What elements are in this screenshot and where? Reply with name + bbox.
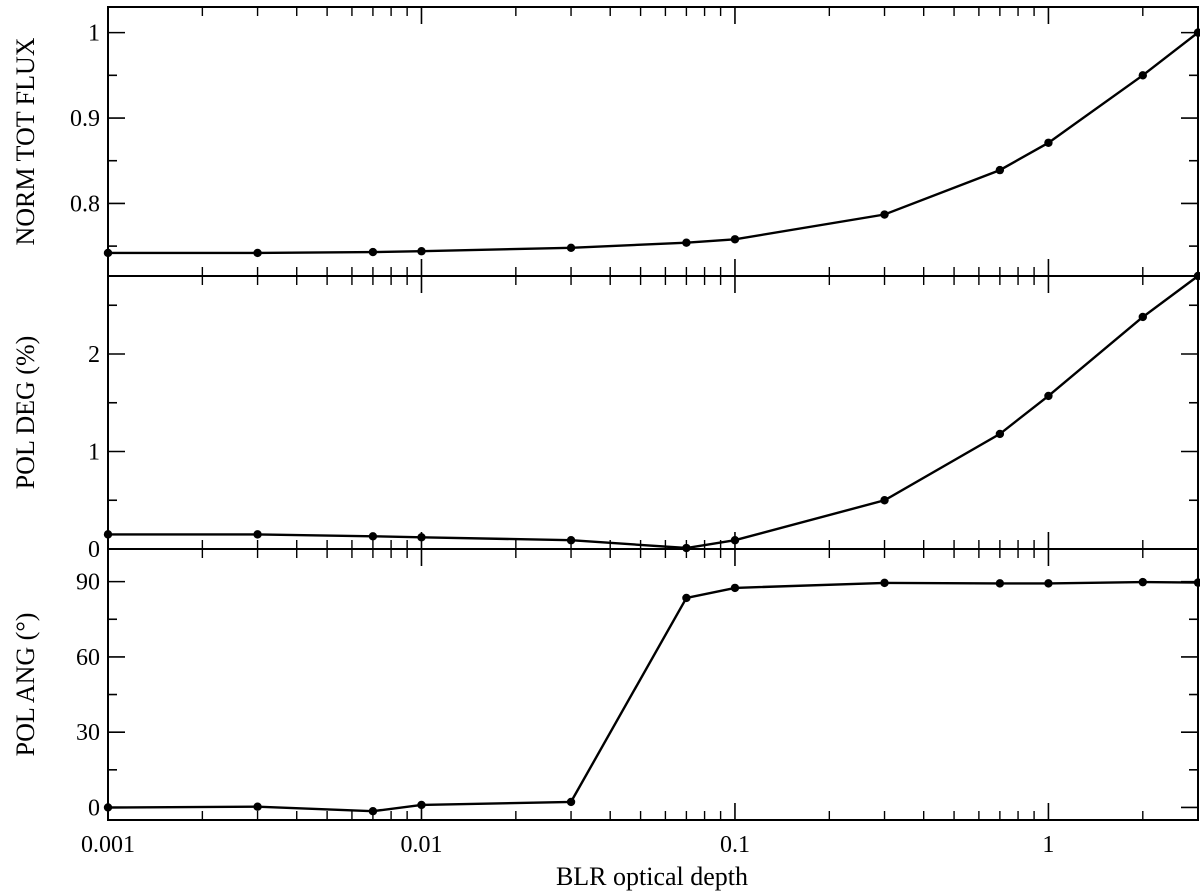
- y-tick-label: 1: [88, 21, 100, 47]
- chart-panels: 0.8 0.9 1 NORM TOT FLUX 0 1 2 POL DEG (%) 0 30 60 9…: [11, 6, 1200, 858]
- data-point: [253, 248, 262, 258]
- data-point: [566, 243, 576, 253]
- data-point: [1193, 28, 1200, 37]
- data-point: [1138, 71, 1147, 80]
- data-point: [368, 807, 378, 816]
- data-point: [1193, 271, 1200, 281]
- y-tick-label: 60: [76, 645, 100, 671]
- data-point: [730, 583, 740, 593]
- data-point: [417, 800, 426, 810]
- data-point: [880, 578, 889, 588]
- y-tick-label: 1: [88, 440, 100, 466]
- data-point: [1044, 579, 1053, 588]
- data-point: [253, 530, 262, 539]
- data-point: [417, 533, 426, 542]
- panel-frame: [107, 548, 1199, 821]
- panel-3: 0 30 60 90 POL ANG (°): [11, 548, 1200, 821]
- data-point: [1044, 391, 1053, 401]
- panel-1: 0.8 0.9 1 NORM TOT FLUX: [11, 6, 1200, 277]
- data-point: [103, 803, 113, 812]
- data-point: [253, 802, 262, 811]
- x-tick-label: 0.01: [400, 832, 442, 858]
- data-point: [995, 579, 1005, 588]
- data-point: [1138, 577, 1147, 587]
- data-point: [682, 238, 691, 247]
- series-line: [107, 580, 1199, 813]
- data-point: [1193, 578, 1200, 587]
- y-tick-label: 0: [88, 537, 100, 563]
- data-point: [566, 797, 576, 807]
- y-tick-label: 90: [76, 570, 100, 596]
- data-point: [995, 429, 1005, 439]
- data-point: [417, 247, 426, 256]
- y-axis-label: POL DEG (%): [11, 336, 40, 490]
- data-point: [103, 530, 113, 539]
- data-point: [995, 165, 1005, 175]
- data-point: [368, 247, 378, 257]
- y-axis-label: POL ANG (°): [11, 613, 40, 757]
- y-tick-label: 30: [76, 720, 100, 746]
- data-point: [880, 210, 889, 219]
- y-axis-label: NORM TOT FLUX: [11, 37, 40, 245]
- data-point: [1044, 138, 1053, 147]
- y-tick-label: 0.8: [70, 191, 100, 217]
- panel-frame: [107, 275, 1199, 550]
- data-point: [880, 496, 889, 505]
- data-point: [682, 593, 691, 603]
- panel-2: 0 1 2 POL DEG (%): [11, 271, 1200, 563]
- panel-frame: [107, 6, 1199, 277]
- series-line: [108, 31, 1199, 255]
- data-point: [730, 536, 740, 545]
- series-line: [108, 275, 1199, 550]
- data-point: [566, 536, 576, 545]
- x-axis-label: BLR optical depth: [556, 862, 748, 891]
- x-tick-label: 0.001: [81, 832, 135, 858]
- y-tick-label: 2: [88, 342, 100, 368]
- y-tick-label: 0: [88, 795, 100, 821]
- data-point: [730, 235, 740, 244]
- y-tick-label: 0.9: [70, 106, 100, 132]
- data-point: [103, 248, 113, 258]
- data-point: [1138, 312, 1147, 322]
- data-point: [368, 532, 378, 541]
- x-tick-label: 1: [1042, 832, 1054, 858]
- x-tick-label: 0.1: [720, 832, 750, 858]
